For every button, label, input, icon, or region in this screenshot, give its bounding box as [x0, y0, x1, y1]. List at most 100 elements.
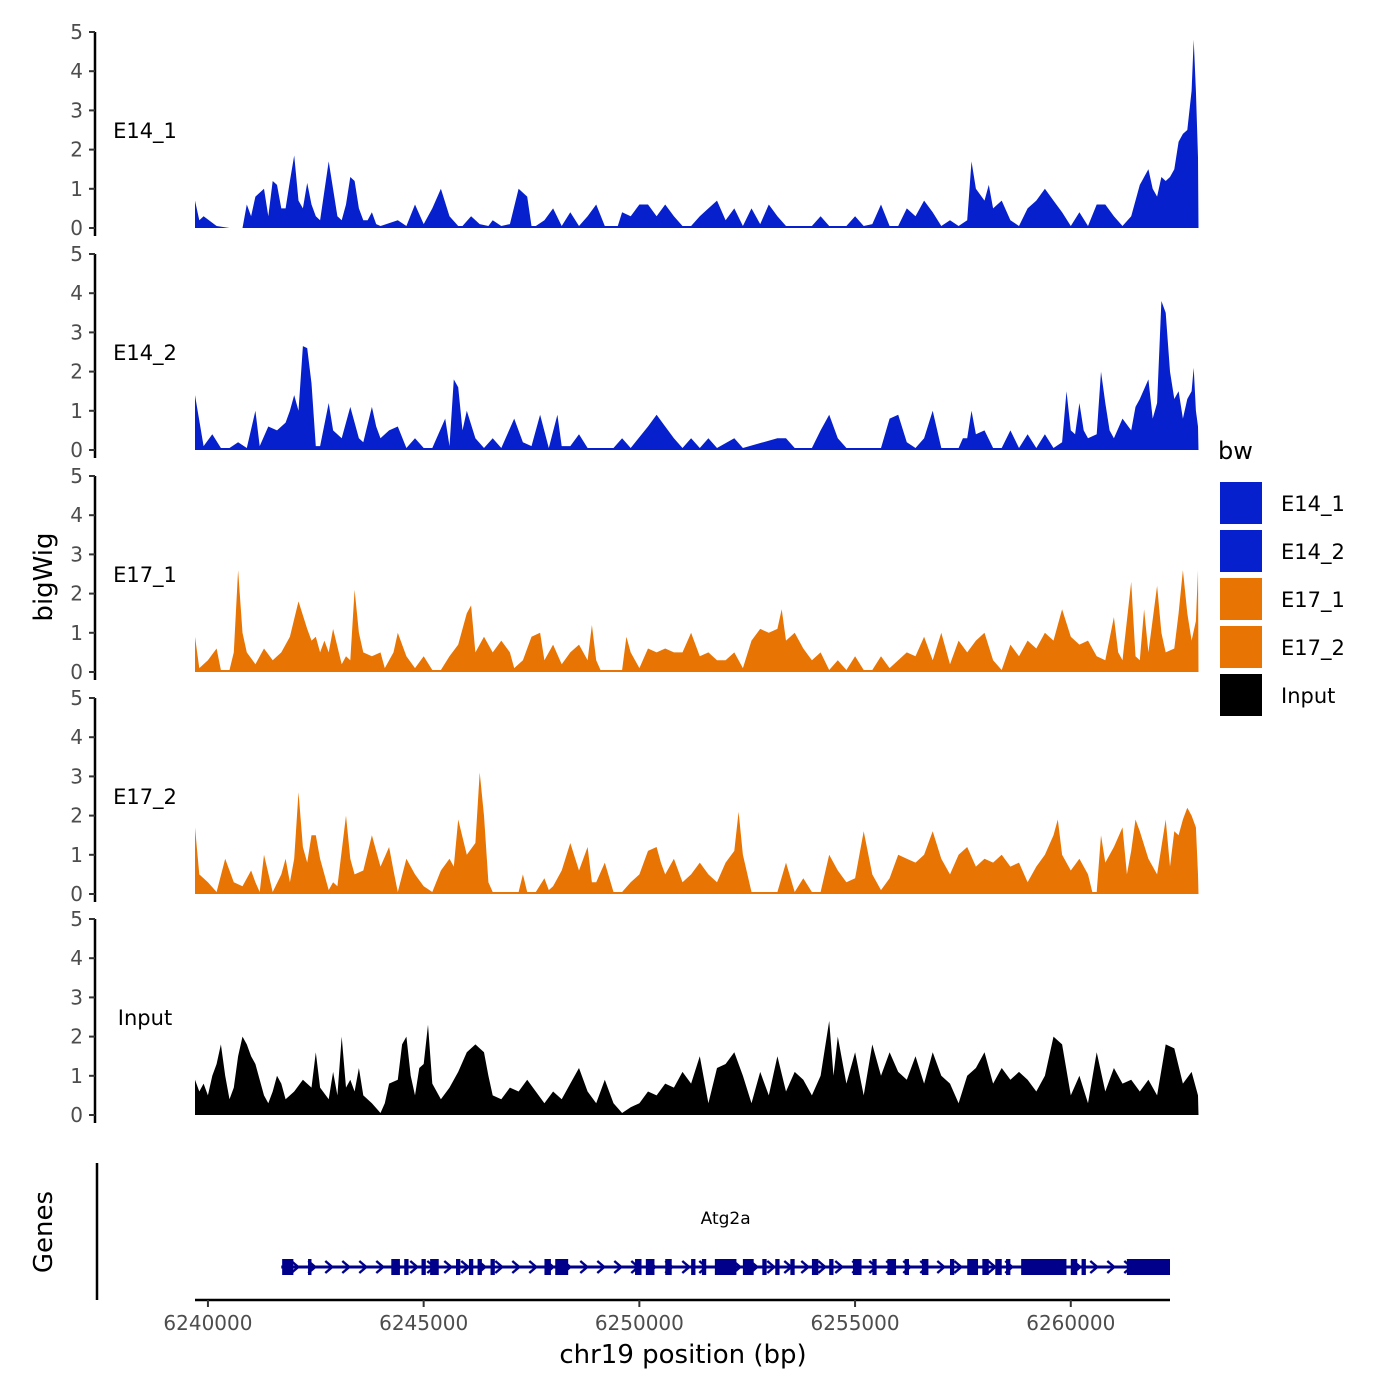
strand-arrow [358, 1260, 369, 1274]
y-tick-label: 2 [70, 138, 83, 162]
y-tick-label: 2 [70, 582, 83, 606]
y-tick-label: 0 [70, 1103, 83, 1127]
legend-swatch [1218, 624, 1264, 670]
gene-exon [477, 1259, 482, 1275]
gene-exon [790, 1259, 795, 1275]
strand-arrow [443, 1260, 454, 1274]
strand-arrow [817, 1260, 828, 1274]
strand-arrow [698, 1260, 709, 1274]
gene-exon [645, 1259, 655, 1275]
y-tick-label: 5 [70, 686, 83, 710]
coverage-area-E14_1 [195, 39, 1199, 228]
x-tick-label: 6260000 [1026, 1311, 1115, 1335]
strand-arrow [460, 1260, 471, 1274]
genes-axis-title: Genes [29, 1191, 59, 1273]
x-tick-label: 6240000 [163, 1311, 252, 1335]
track-label: E17_2 [113, 785, 177, 810]
coverage-area-E17_1 [195, 570, 1199, 672]
x-axis: 6240000 6245000 6250000 6255000 6260000 [163, 1298, 1170, 1335]
gene-exon [1070, 1259, 1078, 1275]
legend-label: E14_1 [1281, 492, 1345, 517]
y-tick-label: 4 [70, 503, 83, 527]
track-panels: 0 1 2 3 4 5 E14_1 0 1 2 3 4 5 E14_2 0 1 2 3 4 5 E17_1 0 1 2 3 4 5 E… [70, 20, 1199, 1127]
y-tick-label: 3 [70, 542, 83, 566]
y-tick-label: 3 [70, 764, 83, 788]
legend-label: Input [1281, 684, 1335, 708]
genes-panel: Genes Atg2a [29, 1163, 1170, 1300]
gene-exon [691, 1259, 696, 1275]
legend-label: E17_1 [1281, 588, 1345, 613]
track-E17_2: 0 1 2 3 4 5 E17_2 [70, 686, 1199, 906]
x-tick-label: 6250000 [595, 1311, 684, 1335]
gene-exon [714, 1259, 737, 1275]
legend-label: E17_2 [1281, 636, 1345, 661]
gene-exon [635, 1259, 642, 1275]
x-tick-label: 6255000 [811, 1311, 900, 1335]
y-tick-label: 1 [70, 1064, 83, 1088]
y-tick-label: 3 [70, 320, 83, 344]
gene-exon [829, 1259, 834, 1275]
strand-arrow [579, 1260, 590, 1274]
legend-title: bw [1218, 437, 1253, 465]
legend-swatch [1218, 672, 1264, 718]
y-axis-title: bigWig [29, 532, 59, 621]
gene-exon [1081, 1259, 1086, 1275]
strand-arrow [375, 1260, 386, 1274]
gene-exon [995, 1259, 1002, 1275]
x-tick-label: 6245000 [379, 1311, 468, 1335]
y-tick-label: 5 [70, 907, 83, 931]
strand-arrow [1106, 1260, 1117, 1274]
gene-exon [904, 1259, 909, 1275]
gene-exon [852, 1259, 862, 1275]
gene-label: Atg2a [701, 1209, 751, 1229]
y-tick-label: 3 [70, 98, 83, 122]
gene-exon [490, 1259, 495, 1275]
legend-item-E14_1: E14_1 [1218, 480, 1345, 526]
gene-exon [982, 1259, 989, 1275]
y-tick-label: 0 [70, 216, 83, 240]
gene-exon [282, 1259, 294, 1275]
gene-exon [742, 1259, 754, 1275]
gene-exon [1006, 1259, 1011, 1275]
strand-arrow [1089, 1260, 1100, 1274]
gene-exon [1021, 1259, 1067, 1275]
gene-exon [555, 1259, 569, 1275]
strand-arrow [341, 1260, 352, 1274]
track-E14_2: 0 1 2 3 4 5 E14_2 [70, 242, 1199, 462]
y-tick-label: 1 [70, 843, 83, 867]
gene-exon [404, 1259, 409, 1275]
legend-item-E17_2: E17_2 [1218, 624, 1345, 670]
y-tick-label: 5 [70, 242, 83, 266]
y-tick-label: 2 [70, 1025, 83, 1049]
gene-Atg2a: Atg2a [281, 1209, 1170, 1275]
legend-swatch [1218, 480, 1264, 526]
legend-swatch [1218, 528, 1264, 574]
y-tick-label: 0 [70, 438, 83, 462]
gene-exon [921, 1259, 929, 1275]
coverage-area-Input [195, 1020, 1199, 1115]
gene-exon [544, 1259, 551, 1275]
strand-arrow [681, 1260, 692, 1274]
gene-exon [391, 1259, 400, 1275]
x-axis-title: chr19 position (bp) [559, 1340, 806, 1370]
strand-arrow [834, 1260, 845, 1274]
strand-arrow [800, 1260, 811, 1274]
y-tick-label: 5 [70, 464, 83, 488]
strand-arrow [409, 1260, 420, 1274]
gene-exon [665, 1259, 672, 1275]
track-label: E14_1 [113, 119, 177, 144]
gene-exon [967, 1259, 979, 1275]
gene-exon [1126, 1259, 1170, 1275]
legend-swatch [1218, 576, 1264, 622]
gene-exon [468, 1259, 474, 1275]
strand-arrow [324, 1260, 335, 1274]
y-tick-label: 3 [70, 985, 83, 1009]
strand-arrow [766, 1260, 777, 1274]
legend: bw E14_1 E14_2 E17_1 E17_2 Input [1218, 437, 1345, 718]
gene-exon [762, 1259, 767, 1275]
y-tick-label: 4 [70, 281, 83, 305]
strand-arrow [494, 1260, 505, 1274]
track-E17_1: 0 1 2 3 4 5 E17_1 [70, 464, 1199, 684]
y-tick-label: 0 [70, 882, 83, 906]
